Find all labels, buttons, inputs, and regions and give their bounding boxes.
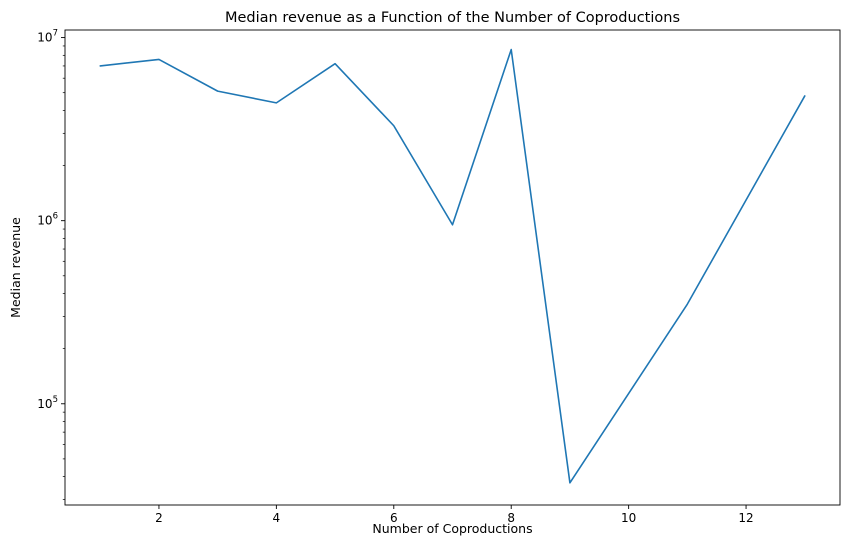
data-point xyxy=(452,224,454,226)
y-axis-label: Median revenue xyxy=(8,217,23,318)
data-point xyxy=(804,95,806,97)
data-point xyxy=(158,59,160,61)
y-tick-label: 106 xyxy=(37,212,58,228)
plot-background xyxy=(65,30,840,505)
series-layer xyxy=(99,48,806,484)
y-tick-label: 105 xyxy=(37,395,58,411)
y-tick-exponent: 6 xyxy=(53,212,58,222)
x-tick-label: 4 xyxy=(273,511,281,525)
data-point xyxy=(217,90,219,92)
data-point xyxy=(687,303,689,305)
data-point xyxy=(393,125,395,127)
y-tick-base: 10 xyxy=(37,214,52,228)
y-tick-label: 107 xyxy=(37,29,58,45)
x-tick-label: 8 xyxy=(507,511,515,525)
data-point xyxy=(510,49,512,51)
y-tick-base: 10 xyxy=(37,397,52,411)
series-line xyxy=(99,48,806,484)
x-axis-ticks: 2 4 6 8 10 12 xyxy=(155,505,754,525)
x-tick-label: 2 xyxy=(155,511,163,525)
x-axis-label: Number of Coproductions xyxy=(372,521,532,536)
chart-title: Median revenue as a Function of the Numb… xyxy=(225,10,680,26)
data-point xyxy=(334,63,336,65)
data-point xyxy=(276,102,278,104)
x-tick-label: 6 xyxy=(390,511,398,525)
x-tick-label: 10 xyxy=(621,511,636,525)
data-point xyxy=(569,482,571,484)
x-tick-label: 12 xyxy=(738,511,753,525)
plot-frame xyxy=(64,29,841,506)
y-tick-exponent: 7 xyxy=(53,29,58,39)
data-point xyxy=(99,65,101,67)
y-tick-exponent: 5 xyxy=(53,395,58,405)
y-tick-base: 10 xyxy=(37,31,52,45)
